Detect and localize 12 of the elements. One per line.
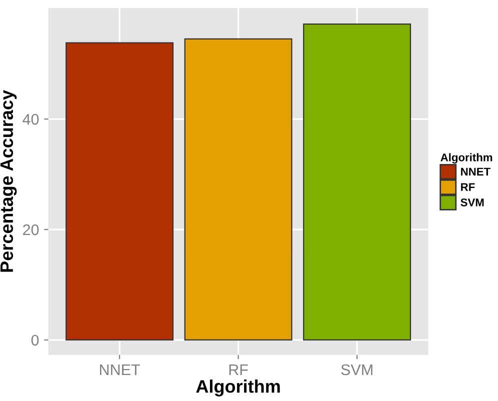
x-axis-title: Algorithm [196, 380, 280, 396]
y-tick-label: 20 [23, 224, 39, 236]
x-tick-label: NNET [100, 364, 140, 375]
y-axis-title: Percentage Accuracy [0, 90, 17, 272]
legend-label: NNET [461, 168, 490, 176]
legend-label: RF [461, 183, 475, 191]
legend-title: Algorithm [440, 153, 492, 164]
y-tick-label: 40 [22, 114, 39, 125]
legend-label: SVM [460, 198, 484, 206]
x-tick-label: SVM [341, 364, 372, 376]
x-tick-label: RF [229, 364, 248, 375]
y-tick-label: 0 [31, 334, 39, 346]
